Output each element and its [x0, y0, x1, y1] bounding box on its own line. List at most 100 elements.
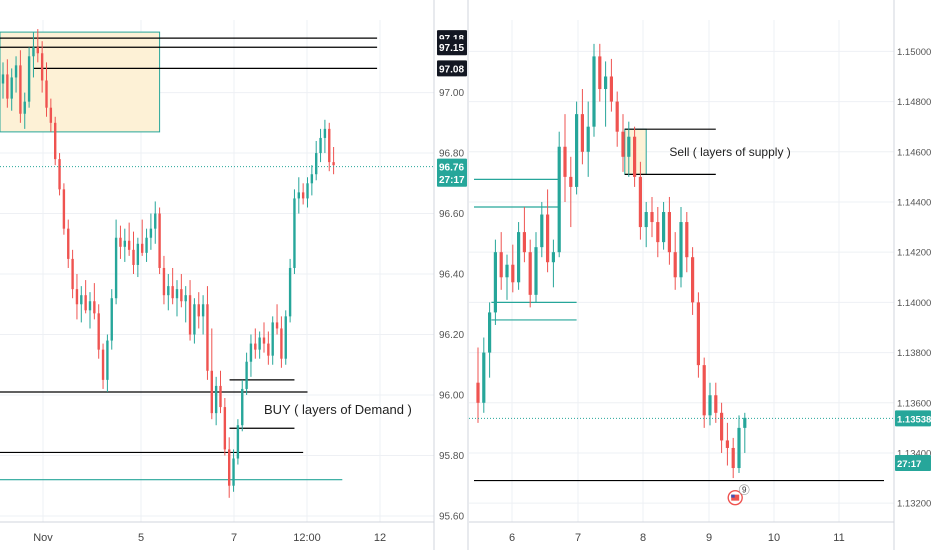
- candle-body: [40, 53, 44, 81]
- candle-body: [679, 222, 683, 278]
- candle-body: [598, 56, 602, 90]
- candle-body: [45, 80, 48, 108]
- price-tag-bg: [895, 455, 931, 472]
- x-tick-label: 7: [575, 532, 581, 544]
- candle-body: [609, 76, 613, 102]
- y-tick-label: 1.14600: [897, 147, 931, 158]
- candle-body: [280, 328, 283, 359]
- y-tick-label: 97.00: [439, 88, 464, 99]
- candle-body: [575, 114, 579, 187]
- flag-stripes: [731, 494, 740, 501]
- x-tick-label: 7: [231, 532, 237, 544]
- right-grid: [469, 20, 894, 522]
- candle-body: [288, 267, 292, 317]
- candle-body: [546, 214, 550, 263]
- candle-body: [499, 252, 503, 278]
- right-levels: [474, 128, 884, 482]
- price-tag-label: 27:17: [897, 459, 921, 470]
- candle-body: [19, 65, 22, 114]
- candle-body: [569, 176, 573, 187]
- candle-body: [84, 295, 87, 311]
- left-x-axis[interactable]: Nov 5 7 12:00 12: [0, 521, 434, 544]
- price-tag-bg: [437, 158, 467, 175]
- candle-body: [297, 192, 300, 199]
- candle-body: [180, 289, 183, 302]
- candle-body: [62, 189, 66, 229]
- candle-body: [167, 286, 170, 296]
- candle-body: [301, 192, 305, 199]
- candle-body: [184, 295, 187, 302]
- y-tick-label: 1.13600: [897, 398, 931, 409]
- y-tick-label: 1.14000: [897, 298, 931, 309]
- y-tick-label: 1.13800: [897, 348, 931, 359]
- candle-body: [36, 47, 39, 54]
- candle-body: [482, 352, 486, 403]
- candle-body: [720, 412, 724, 441]
- candle-body: [323, 128, 327, 138]
- candle-body: [275, 322, 279, 329]
- supply-zone-box[interactable]: [0, 31, 161, 133]
- y-tick-label: 96.00: [439, 390, 464, 401]
- y-tick-label: 96.60: [439, 209, 464, 220]
- candle-body: [193, 304, 196, 335]
- price-tag-label: 27:17: [439, 175, 465, 186]
- candle-body: [254, 343, 257, 350]
- price-tag-label: 97.15: [439, 43, 464, 54]
- price-tag-bg: [437, 39, 467, 56]
- candle-body: [106, 340, 109, 380]
- left-y-axis[interactable]: 97.00 96.80 96.60 96.40 96.20 96.00 95.80 95.60: [433, 0, 464, 550]
- right-event-marker[interactable]: 9: [727, 484, 750, 506]
- candle-body: [319, 137, 322, 154]
- candle-body: [171, 286, 174, 299]
- price-tag-bg: [437, 60, 467, 77]
- candle-body: [284, 316, 287, 359]
- x-tick-label: 6: [509, 532, 515, 544]
- y-tick-label: 1.14200: [897, 248, 931, 259]
- candle-body: [691, 257, 695, 303]
- right-annotations: Sell ( layers of supply ): [669, 145, 790, 159]
- right-y-axis[interactable]: 1.15000 1.14800 1.14600 1.14400 1.14200 1.140…: [893, 0, 931, 550]
- y-tick-label: 96.40: [439, 270, 464, 281]
- candle-body: [714, 395, 718, 413]
- candle-body: [80, 295, 83, 305]
- candle-body: [206, 304, 209, 371]
- candle-body: [696, 302, 700, 366]
- price-tag-bg: [895, 410, 931, 427]
- candle-body: [621, 131, 625, 157]
- y-tick-label: 96.20: [439, 330, 464, 341]
- candle-body: [123, 240, 126, 247]
- event-count-label: 9: [742, 486, 747, 495]
- candle-body: [685, 222, 689, 258]
- candle-body: [197, 304, 200, 317]
- candle-body: [188, 295, 192, 335]
- candle-body: [627, 136, 631, 157]
- annotation-text: BUY ( layers of Demand ): [264, 402, 412, 417]
- candle-body: [731, 447, 735, 469]
- left-candles: [1, 29, 335, 498]
- candle-body: [534, 247, 538, 295]
- left-zone: [0, 31, 161, 133]
- candle-body: [293, 198, 296, 268]
- y-tick-label: 96.80: [439, 149, 464, 160]
- candle-body: [14, 65, 18, 78]
- price-tag-label: 97.08: [439, 64, 464, 75]
- y-tick-label: 1.13200: [897, 499, 931, 510]
- candle-body: [667, 212, 671, 253]
- candle-body: [604, 76, 608, 90]
- candle-body: [656, 222, 660, 243]
- candle-body: [232, 458, 235, 486]
- candle-body: [557, 146, 561, 253]
- x-tick-label: 9: [706, 532, 712, 544]
- candle-body: [306, 183, 309, 199]
- y-tick-label: 95.80: [439, 451, 464, 462]
- candle-body: [1, 74, 5, 84]
- right-x-axis[interactable]: 6 7 8 9 10 11: [469, 521, 894, 544]
- candle-body: [210, 370, 213, 414]
- x-tick-label: 10: [768, 532, 780, 544]
- candle-body: [175, 289, 179, 299]
- candle-body: [154, 213, 157, 229]
- candle-body: [75, 289, 79, 305]
- candle-body: [493, 252, 497, 313]
- candle-body: [505, 264, 509, 278]
